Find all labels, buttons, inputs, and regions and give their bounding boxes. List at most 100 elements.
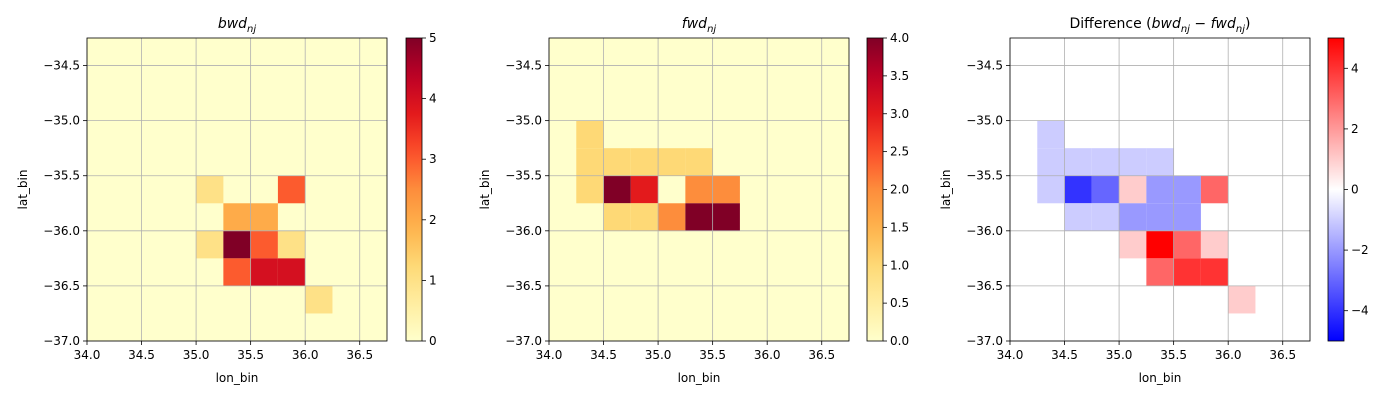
heatmap-cell [1146, 148, 1174, 176]
title-subscript: nj [1181, 24, 1190, 35]
y-tick-label: −37.0 [966, 334, 1003, 348]
axes-frame [548, 37, 850, 342]
title-main: fwd [682, 16, 707, 32]
heatmap-cell [1146, 258, 1174, 286]
x-tick-label: 35.5 [699, 348, 726, 362]
colorbar-tick-label: 1.5 [890, 220, 909, 234]
heatmap-cell [1228, 285, 1256, 314]
colorbar-tick-label: 0 [1351, 183, 1359, 197]
heatmap-cell [658, 148, 686, 176]
heatmap-cell [1119, 148, 1147, 176]
heatmap-cell [685, 175, 713, 204]
chart-panel-1: 34.0 34.5 35.0 35.5 36.0 36.5 −34.5 −35.0 −35.5 −… [16, 16, 437, 385]
heatmap-cell [1200, 258, 1229, 286]
x-axis-label: lon_bin [216, 371, 259, 385]
colorbar-tick-label: 0 [429, 334, 437, 348]
colorbar-tick-label: 1 [429, 273, 437, 287]
y-tick-label: −35.5 [966, 169, 1003, 183]
heatmap-cell [712, 203, 740, 231]
title-main: bwd [218, 16, 247, 32]
y-tick-label: −35.0 [966, 114, 1003, 128]
colorbar [405, 37, 423, 342]
heatmap-cell [1037, 148, 1065, 176]
heatmap-cell [685, 203, 713, 231]
colorbar-tick-label: 3.0 [890, 107, 909, 121]
heatmap-cell [1119, 203, 1147, 231]
y-tick-label: −34.5 [966, 59, 1003, 73]
heatmap-cell [223, 258, 251, 286]
title-term: fwd [1211, 16, 1236, 32]
heatmap-cell [630, 148, 659, 176]
x-tick-label: 36.5 [346, 348, 373, 362]
heatmap-cell [1200, 175, 1229, 204]
colorbar [1327, 37, 1345, 342]
x-tick-label: 34.5 [1051, 348, 1078, 362]
y-tick-label: −36.5 [505, 279, 542, 293]
heatmap-cell [250, 203, 278, 231]
heatmap-cell [1146, 203, 1174, 231]
y-tick-label: −35.0 [43, 114, 80, 128]
colorbar-tick-label: 4 [429, 92, 437, 106]
title-text: Difference ( [1070, 16, 1152, 32]
x-tick-label: 34.0 [997, 348, 1024, 362]
heatmap-cell [576, 120, 604, 149]
heatmap-cell [305, 285, 333, 314]
y-tick-label: −36.0 [43, 224, 80, 238]
heatmap-cell [196, 175, 224, 204]
colorbar-tick-label: 4.0 [890, 31, 909, 45]
x-axis-label: lon_bin [678, 371, 721, 385]
chart-title: fwdnj [682, 16, 717, 35]
title-term: bwd [1152, 16, 1181, 32]
axes-frame [86, 37, 388, 342]
colorbar-tick-label: 2 [1351, 122, 1359, 136]
heatmap-cell [1173, 203, 1201, 231]
y-tick-label: −34.5 [505, 59, 542, 73]
x-tick-label: 34.5 [590, 348, 617, 362]
heatmap-cell [630, 203, 659, 231]
heatmap-cell [250, 258, 278, 286]
chart-title: bwdnj [218, 16, 257, 35]
y-axis-label: lat_bin [478, 170, 492, 210]
heatmap-cell [1037, 175, 1065, 204]
title-text: − [1190, 16, 1211, 32]
y-tick-label: −37.0 [43, 334, 80, 348]
heatmap-cell [1064, 148, 1092, 176]
x-tick-label: 36.5 [1269, 348, 1296, 362]
heatmap-cell [1173, 258, 1201, 286]
title-subscript: nj [1236, 24, 1245, 35]
plot-background [87, 38, 387, 341]
x-tick-label: 35.5 [237, 348, 264, 362]
heatmap-cell [277, 230, 306, 259]
title-text: ) [1245, 16, 1250, 32]
heatmap-cell [277, 175, 306, 204]
heatmap-cell [223, 203, 251, 231]
title-subscript: nj [247, 24, 256, 35]
y-axis-label: lat_bin [939, 170, 953, 210]
title-subscript: nj [707, 24, 716, 35]
heatmap-cell [277, 258, 306, 286]
heatmap-cell [1146, 175, 1174, 204]
heatmap-cell [576, 148, 604, 176]
x-tick-label: 34.5 [128, 348, 155, 362]
x-tick-label: 35.5 [1160, 348, 1187, 362]
chart-panel-3: 34.0 34.5 35.0 35.5 36.0 36.5 −34.5 −35.0 −35.5 −… [939, 16, 1369, 385]
heatmap-cell [1091, 175, 1120, 204]
y-tick-label: −36.0 [505, 224, 542, 238]
colorbar-tick-label: 2.0 [890, 183, 909, 197]
heatmap-cell [223, 230, 251, 259]
colorbar-tick-label: 5 [429, 31, 437, 45]
heatmap-cell [1064, 203, 1092, 231]
y-tick-label: −35.5 [505, 169, 542, 183]
heatmap-cell [1173, 230, 1201, 259]
x-tick-label: 36.5 [808, 348, 835, 362]
heatmap-cell [1091, 203, 1120, 231]
colorbar-tick-label: 4 [1351, 61, 1359, 75]
x-tick-label: 36.0 [1215, 348, 1242, 362]
chart-title: Difference (bwdnj − fwdnj) [1070, 16, 1251, 35]
colorbar-tick-label: 3 [429, 152, 437, 166]
heatmap-cell [658, 203, 686, 231]
y-tick-label: −36.5 [43, 279, 80, 293]
heatmap-cell [576, 175, 604, 204]
y-tick-label: −34.5 [43, 59, 80, 73]
